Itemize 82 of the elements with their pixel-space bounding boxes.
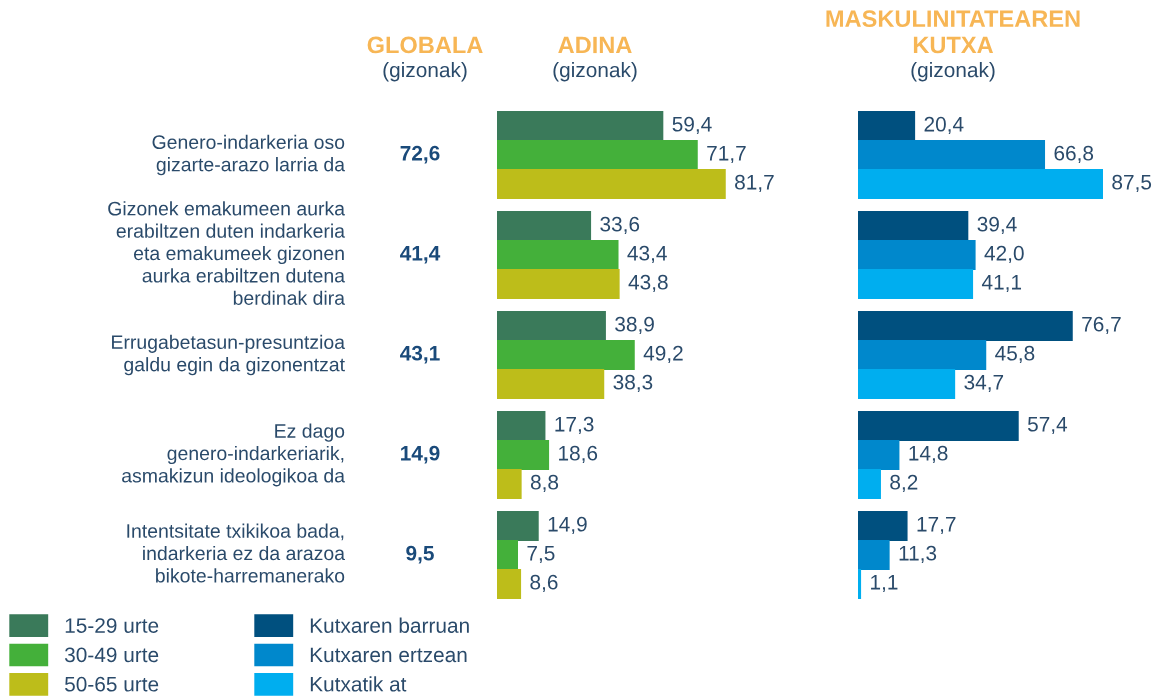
data-label: 66,8 <box>1054 145 1094 164</box>
bar <box>497 211 592 241</box>
legend-label: 30-49 urte <box>64 647 159 663</box>
data-label: 39,4 <box>977 216 1017 235</box>
category-label: Ez dago genero-indarkeriarik, asmakizun ideologikoa da <box>122 423 346 487</box>
text: 72,6 <box>400 145 440 164</box>
bar <box>858 111 916 141</box>
text: 9,5 <box>406 545 434 564</box>
data-label: 33,6 <box>600 216 640 235</box>
data-label: 81,7 <box>735 174 774 193</box>
data-label: 41,1 <box>981 275 1022 293</box>
data-label: 87,5 <box>1112 174 1152 193</box>
bar <box>858 340 987 370</box>
legend-label: Kutxatik at <box>310 676 407 692</box>
bar <box>497 440 550 470</box>
data-label: 45,8 <box>995 345 1035 364</box>
legend-label: 50-65 urte <box>65 676 159 692</box>
bar <box>858 511 908 541</box>
data-label: 43,4 <box>627 245 667 264</box>
legend-label: Kutxaren barruan <box>310 617 469 633</box>
bar <box>858 440 900 470</box>
data-label: 14,8 <box>909 445 948 464</box>
bar <box>497 540 518 570</box>
bar <box>858 369 956 399</box>
bar <box>858 240 976 270</box>
chart-title: ADINA <box>558 36 632 54</box>
chart-subtitle: (gizonak) <box>553 62 637 82</box>
bar <box>858 311 1073 341</box>
data-label: 14,9 <box>548 516 587 535</box>
category-label: Genero-indarkeria oso gizarte-arazo larria da <box>152 134 346 176</box>
bar <box>858 540 890 570</box>
bar <box>497 569 522 599</box>
bar <box>497 369 605 399</box>
bar <box>858 140 1046 170</box>
data-label: 59,4 <box>672 116 712 135</box>
category-label: Gizonek emakumeen aurka erabiltzen duten indarkeria eta emakumeek gizonen aurka erabiltzen dutena berdinak dira <box>108 201 346 305</box>
data-label: 17,3 <box>555 416 594 435</box>
bar <box>497 111 664 141</box>
bar <box>497 311 606 341</box>
data-label: 71,7 <box>707 146 746 164</box>
bar <box>497 269 620 299</box>
category-label: Errugabetasun-presuntzioa galdu egin da gizonentzat <box>112 334 346 376</box>
data-label: 34,7 <box>964 374 1004 393</box>
bar <box>858 269 974 299</box>
data-label: 8,6 <box>530 574 558 593</box>
data-label: 20,4 <box>924 116 964 135</box>
bar <box>497 340 635 370</box>
text: GLOBALA <box>367 36 483 54</box>
chart-subtitle: (gizonak) <box>911 62 995 82</box>
data-label: 11,3 <box>899 545 937 564</box>
bar <box>858 169 1103 199</box>
data-label: 18,6 <box>559 445 598 464</box>
data-label: 1,1 <box>871 575 898 593</box>
data-label: 7,5 <box>527 546 555 564</box>
bar <box>858 211 969 241</box>
data-label: 8,2 <box>890 474 918 493</box>
text: 14,9 <box>401 445 440 464</box>
bar <box>497 511 539 541</box>
data-label: 8,8 <box>530 474 559 493</box>
data-label: 43,8 <box>628 274 668 293</box>
data-label: 42,0 <box>984 245 1024 264</box>
data-label: 49,2 <box>643 345 683 364</box>
bar <box>497 169 726 199</box>
legend-label: 15-29 urte <box>65 618 159 633</box>
bar <box>858 469 881 499</box>
bar <box>497 411 546 441</box>
text: (gizonak) <box>383 62 467 82</box>
bar <box>497 140 698 170</box>
legend-label: Kutxaren ertzean <box>310 647 467 663</box>
category-label: Intentsitate txikikoa bada, indarkeria ez da arazoa bikote-harremanerako <box>127 523 346 583</box>
bar <box>858 411 1019 441</box>
data-label: 76,7 <box>1082 316 1121 335</box>
data-label: 17,7 <box>917 517 956 535</box>
data-label: 38,3 <box>613 374 653 393</box>
text: 41,4 <box>400 246 441 264</box>
chart-title: MASKULINITATEAREN KUTXA <box>826 10 1080 54</box>
data-label: 57,4 <box>1027 417 1068 435</box>
bar <box>497 469 522 499</box>
text: 43,1 <box>400 345 440 364</box>
bar <box>858 569 862 599</box>
data-label: 38,9 <box>615 316 654 335</box>
bar <box>497 240 619 270</box>
